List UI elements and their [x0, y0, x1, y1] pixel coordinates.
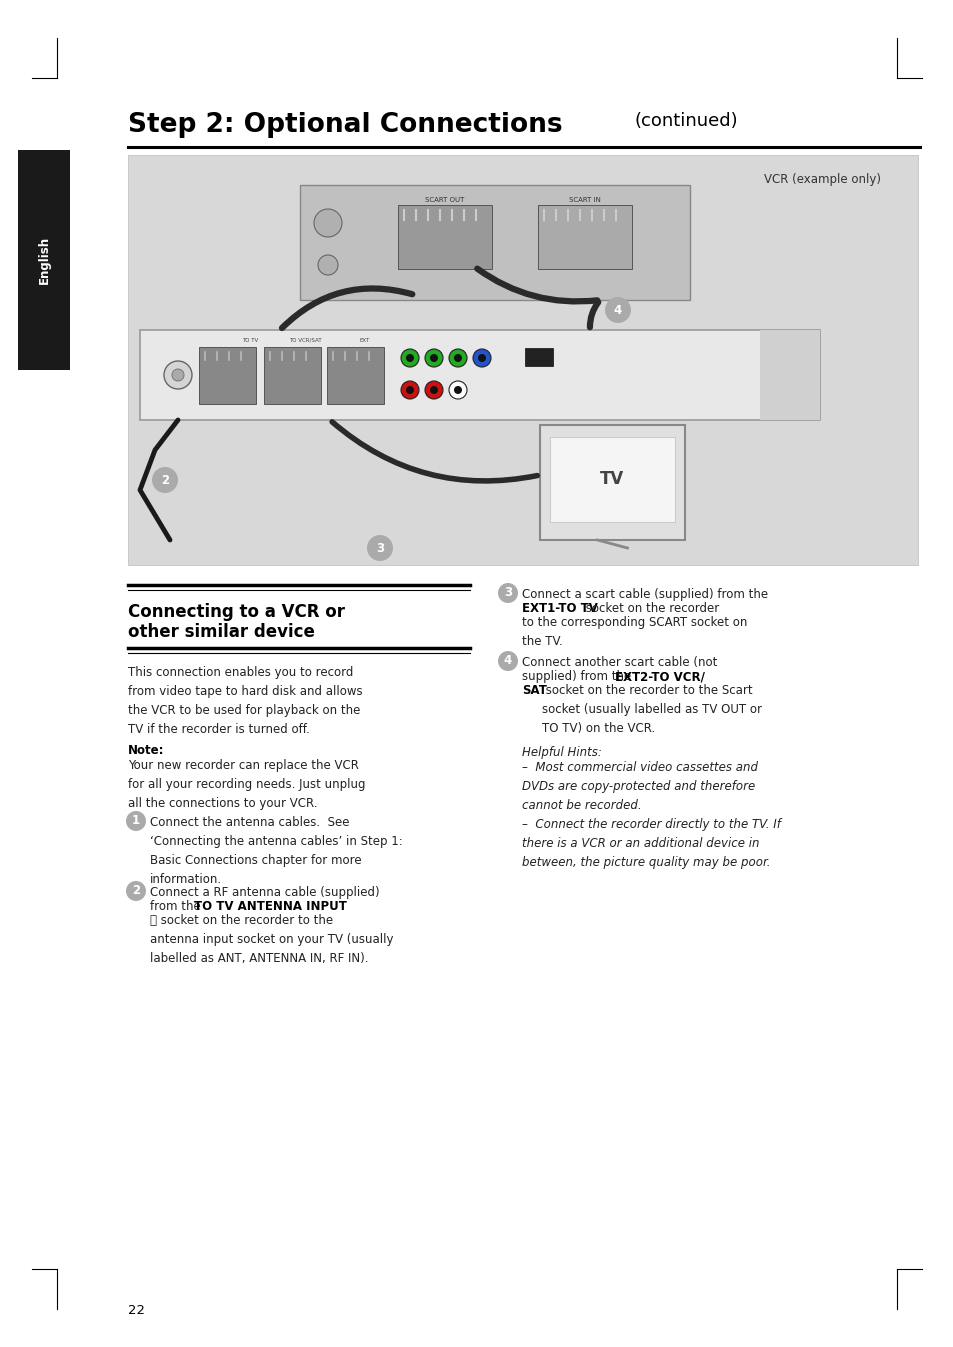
FancyBboxPatch shape	[760, 330, 820, 420]
Text: (continued): (continued)	[635, 112, 738, 131]
Circle shape	[406, 387, 414, 395]
FancyBboxPatch shape	[537, 205, 631, 269]
Circle shape	[449, 349, 467, 366]
Text: This connection enables you to record
from video tape to hard disk and allows
th: This connection enables you to record fr…	[128, 665, 362, 735]
Circle shape	[454, 354, 461, 362]
Circle shape	[400, 349, 418, 366]
Circle shape	[172, 369, 184, 381]
Circle shape	[367, 535, 393, 560]
Circle shape	[449, 381, 467, 399]
FancyBboxPatch shape	[550, 436, 675, 523]
Text: EXT1-TO TV: EXT1-TO TV	[521, 602, 598, 616]
Text: Helpful Hints:: Helpful Hints:	[521, 746, 601, 758]
FancyBboxPatch shape	[397, 205, 492, 269]
Text: Connect another scart cable (not: Connect another scart cable (not	[521, 656, 717, 669]
Circle shape	[164, 361, 192, 389]
Text: 3: 3	[503, 586, 512, 599]
Text: VCR (example only): VCR (example only)	[763, 172, 881, 186]
Text: 4: 4	[503, 655, 512, 668]
Circle shape	[424, 349, 442, 366]
Circle shape	[406, 354, 414, 362]
Circle shape	[424, 381, 442, 399]
Text: TO VCR/SAT: TO VCR/SAT	[289, 338, 321, 343]
Text: TV: TV	[599, 470, 624, 488]
Circle shape	[314, 209, 341, 237]
Text: from the: from the	[150, 900, 204, 913]
Text: to the corresponding SCART socket on
the TV.: to the corresponding SCART socket on the…	[521, 616, 746, 648]
Text: other similar device: other similar device	[128, 624, 314, 641]
FancyBboxPatch shape	[539, 426, 684, 540]
Text: Connect a scart cable (supplied) from the: Connect a scart cable (supplied) from th…	[521, 589, 767, 601]
Text: EXT2-TO VCR/: EXT2-TO VCR/	[615, 669, 704, 683]
Circle shape	[604, 296, 630, 323]
Text: TO TV ANTENNA INPUT: TO TV ANTENNA INPUT	[193, 900, 347, 913]
FancyBboxPatch shape	[128, 155, 917, 564]
Circle shape	[430, 354, 437, 362]
Text: 4: 4	[613, 303, 621, 317]
Text: –  Most commercial video cassettes and
DVDs are copy-protected and therefore
can: – Most commercial video cassettes and DV…	[521, 761, 781, 869]
Text: TO TV: TO TV	[242, 338, 258, 343]
Text: 3: 3	[375, 541, 384, 555]
Circle shape	[126, 811, 146, 831]
Circle shape	[497, 583, 517, 603]
Text: English: English	[37, 236, 51, 284]
Text: Connect a RF antenna cable (supplied): Connect a RF antenna cable (supplied)	[150, 886, 379, 898]
Circle shape	[317, 255, 337, 275]
FancyBboxPatch shape	[299, 185, 689, 300]
Text: 2: 2	[161, 474, 169, 486]
Text: SCART IN: SCART IN	[569, 197, 600, 203]
Text: Connecting to a VCR or: Connecting to a VCR or	[128, 603, 345, 621]
FancyBboxPatch shape	[264, 348, 320, 404]
FancyBboxPatch shape	[140, 330, 820, 420]
Circle shape	[454, 387, 461, 395]
Text: Your new recorder can replace the VCR
for all your recording needs. Just unplug
: Your new recorder can replace the VCR fo…	[128, 758, 365, 810]
Text: Note:: Note:	[128, 744, 164, 757]
Text: SCART OUT: SCART OUT	[425, 197, 464, 203]
Text: socket on the recorder: socket on the recorder	[581, 602, 719, 616]
FancyBboxPatch shape	[327, 348, 384, 404]
FancyBboxPatch shape	[524, 348, 553, 366]
Text: 2: 2	[132, 885, 140, 897]
Text: 1: 1	[132, 815, 140, 827]
FancyBboxPatch shape	[199, 348, 255, 404]
Text: EXT: EXT	[359, 338, 370, 343]
Circle shape	[126, 881, 146, 901]
Text: Connect the antenna cables.  See
‘Connecting the antenna cables’ in Step 1:
Basi: Connect the antenna cables. See ‘Connect…	[150, 816, 402, 886]
Text: supplied) from the: supplied) from the	[521, 669, 635, 683]
Circle shape	[152, 467, 178, 493]
Circle shape	[497, 651, 517, 671]
Circle shape	[400, 381, 418, 399]
Circle shape	[477, 354, 485, 362]
Text: ⮕ socket on the recorder to the
antenna input socket on your TV (usually
labelle: ⮕ socket on the recorder to the antenna …	[150, 915, 393, 964]
Circle shape	[473, 349, 491, 366]
Text: 22: 22	[128, 1304, 145, 1316]
Circle shape	[430, 387, 437, 395]
FancyBboxPatch shape	[18, 150, 70, 370]
Text: Step 2: Optional Connections: Step 2: Optional Connections	[128, 112, 562, 137]
Text: SAT: SAT	[521, 684, 546, 696]
Text: socket on the recorder to the Scart
socket (usually labelled as TV OUT or
TO TV): socket on the recorder to the Scart sock…	[541, 684, 761, 735]
